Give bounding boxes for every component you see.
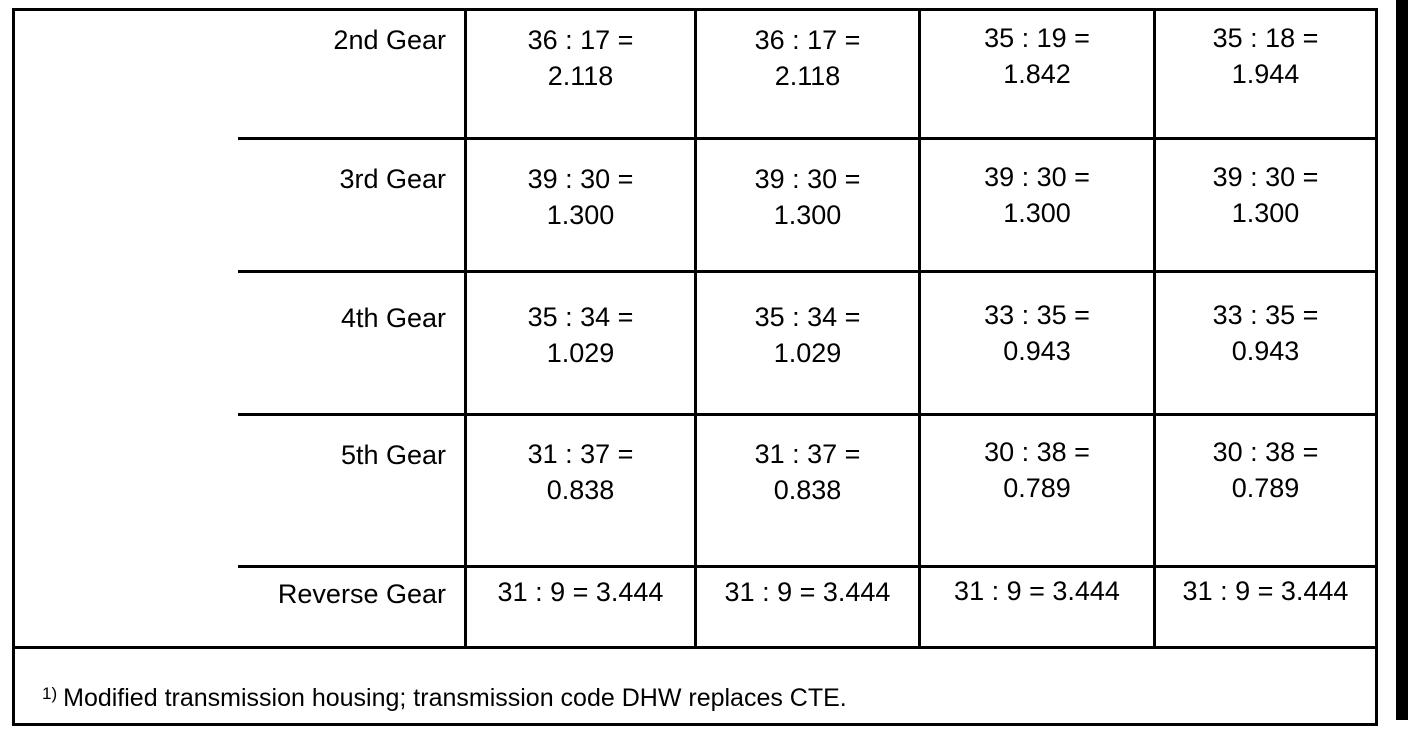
table-cell: 33 : 35 = 0.943 bbox=[984, 300, 1090, 366]
table-cell: 31 : 37 = 0.838 bbox=[527, 439, 634, 505]
column-divider bbox=[464, 8, 467, 648]
row-label-2nd-gear: 2nd Gear bbox=[333, 25, 446, 55]
table-cell: 39 : 30 = 1.300 bbox=[527, 164, 634, 230]
table-cell: 36 : 17 = 2.118 bbox=[754, 25, 861, 91]
column-divider bbox=[918, 8, 921, 648]
table-cell: 31 : 9 = 3.444 bbox=[724, 577, 891, 607]
table-cell: 36 : 17 = 2.118 bbox=[527, 25, 634, 91]
row-label-4th-gear: 4th Gear bbox=[340, 303, 446, 333]
table-cell: 39 : 30 = 1.300 bbox=[1212, 162, 1319, 228]
row-divider bbox=[238, 137, 1378, 140]
table-cell: 35 : 34 = 1.029 bbox=[754, 302, 861, 368]
table-cell: 31 : 9 = 3.444 bbox=[1182, 576, 1349, 606]
table-cell: 35 : 18 = 1.944 bbox=[1212, 23, 1319, 89]
row-label-reverse-gear: Reverse Gear bbox=[277, 579, 446, 609]
row-divider bbox=[238, 565, 1378, 568]
row-label-5th-gear: 5th Gear bbox=[340, 440, 446, 470]
row-divider bbox=[238, 270, 1378, 273]
table-cell: 35 : 34 = 1.029 bbox=[527, 302, 634, 368]
table-cell: 39 : 30 = 1.300 bbox=[984, 162, 1090, 228]
page-edge-bar bbox=[1396, 0, 1408, 720]
table-cell: 39 : 30 = 1.300 bbox=[754, 164, 861, 230]
column-divider bbox=[1153, 8, 1156, 648]
table-cell: 35 : 19 = 1.842 bbox=[984, 23, 1090, 89]
footnote-text: Modified transmission housing; transmiss… bbox=[63, 684, 847, 712]
table-cell: 30 : 38 = 0.789 bbox=[1212, 437, 1319, 503]
table-cell: 31 : 9 = 3.444 bbox=[497, 577, 664, 607]
row-divider bbox=[238, 413, 1378, 416]
table-cell: 31 : 37 = 0.838 bbox=[754, 439, 861, 505]
column-divider bbox=[694, 8, 697, 648]
row-label-3rd-gear: 3rd Gear bbox=[339, 164, 446, 194]
table-cell: 31 : 9 = 3.444 bbox=[954, 576, 1120, 606]
table-cell: 30 : 38 = 0.789 bbox=[984, 437, 1090, 503]
footnote-marker: 1) bbox=[42, 684, 58, 703]
table-cell: 33 : 35 = 0.943 bbox=[1212, 300, 1319, 366]
footnote: 1) Modified transmission housing; transmi… bbox=[42, 681, 847, 715]
